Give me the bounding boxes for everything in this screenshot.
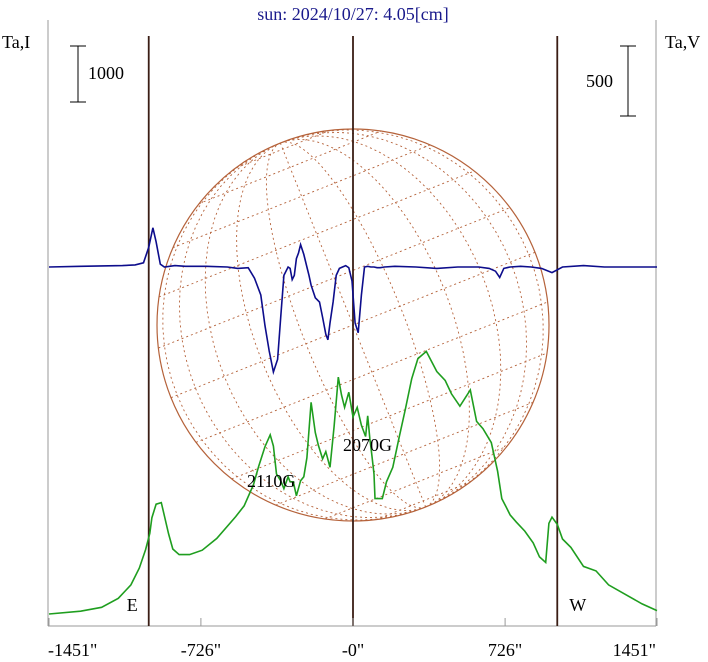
chart-title: sun: 2024/10/27: 4.05[cm] (257, 4, 449, 24)
parallel-line (376, 481, 471, 521)
x-tick-label: 1451" (613, 640, 656, 660)
plot-frame (47, 20, 657, 627)
x-tick-label: -1451" (48, 640, 97, 660)
x-tick-label: -0" (342, 640, 364, 660)
y-axis-label-right: Ta,V (665, 32, 700, 52)
meridian-line (280, 129, 544, 508)
meridian-line (280, 131, 528, 508)
parallel-line (235, 129, 330, 169)
limb-lines (147, 36, 559, 626)
y-axis-label-left: Ta,I (2, 32, 30, 52)
parallel-line (158, 207, 511, 349)
scale-bar-right: 500 (586, 45, 636, 117)
parallel-line (231, 352, 548, 480)
meridian-line (204, 142, 426, 515)
field-annotation: 2110G (247, 471, 295, 491)
annotations: 2110G 2070G (247, 435, 392, 491)
x-axis-ticks: -1451" -726" -0" 726" 1451" (48, 618, 658, 660)
x-tick-label: 726" (488, 640, 522, 660)
meridian-line (280, 135, 502, 508)
field-annotation: 2070G (343, 435, 392, 455)
scale-bar-left: 1000 (70, 45, 124, 103)
disk-grid (158, 129, 548, 521)
meridian-line (162, 142, 426, 521)
meridian-line (178, 142, 426, 519)
series-line-polarization (48, 227, 657, 376)
parallel-line (195, 301, 548, 443)
x-tick-label: -726" (181, 640, 221, 660)
series-line-intensity (48, 350, 658, 615)
scale-label-right: 500 (586, 71, 613, 91)
parallel-line (172, 144, 431, 249)
limb-label-west: W (569, 595, 586, 615)
parallel-line (158, 170, 475, 298)
limb-label-east: E (127, 595, 138, 615)
scale-label-left: 1000 (88, 63, 124, 83)
